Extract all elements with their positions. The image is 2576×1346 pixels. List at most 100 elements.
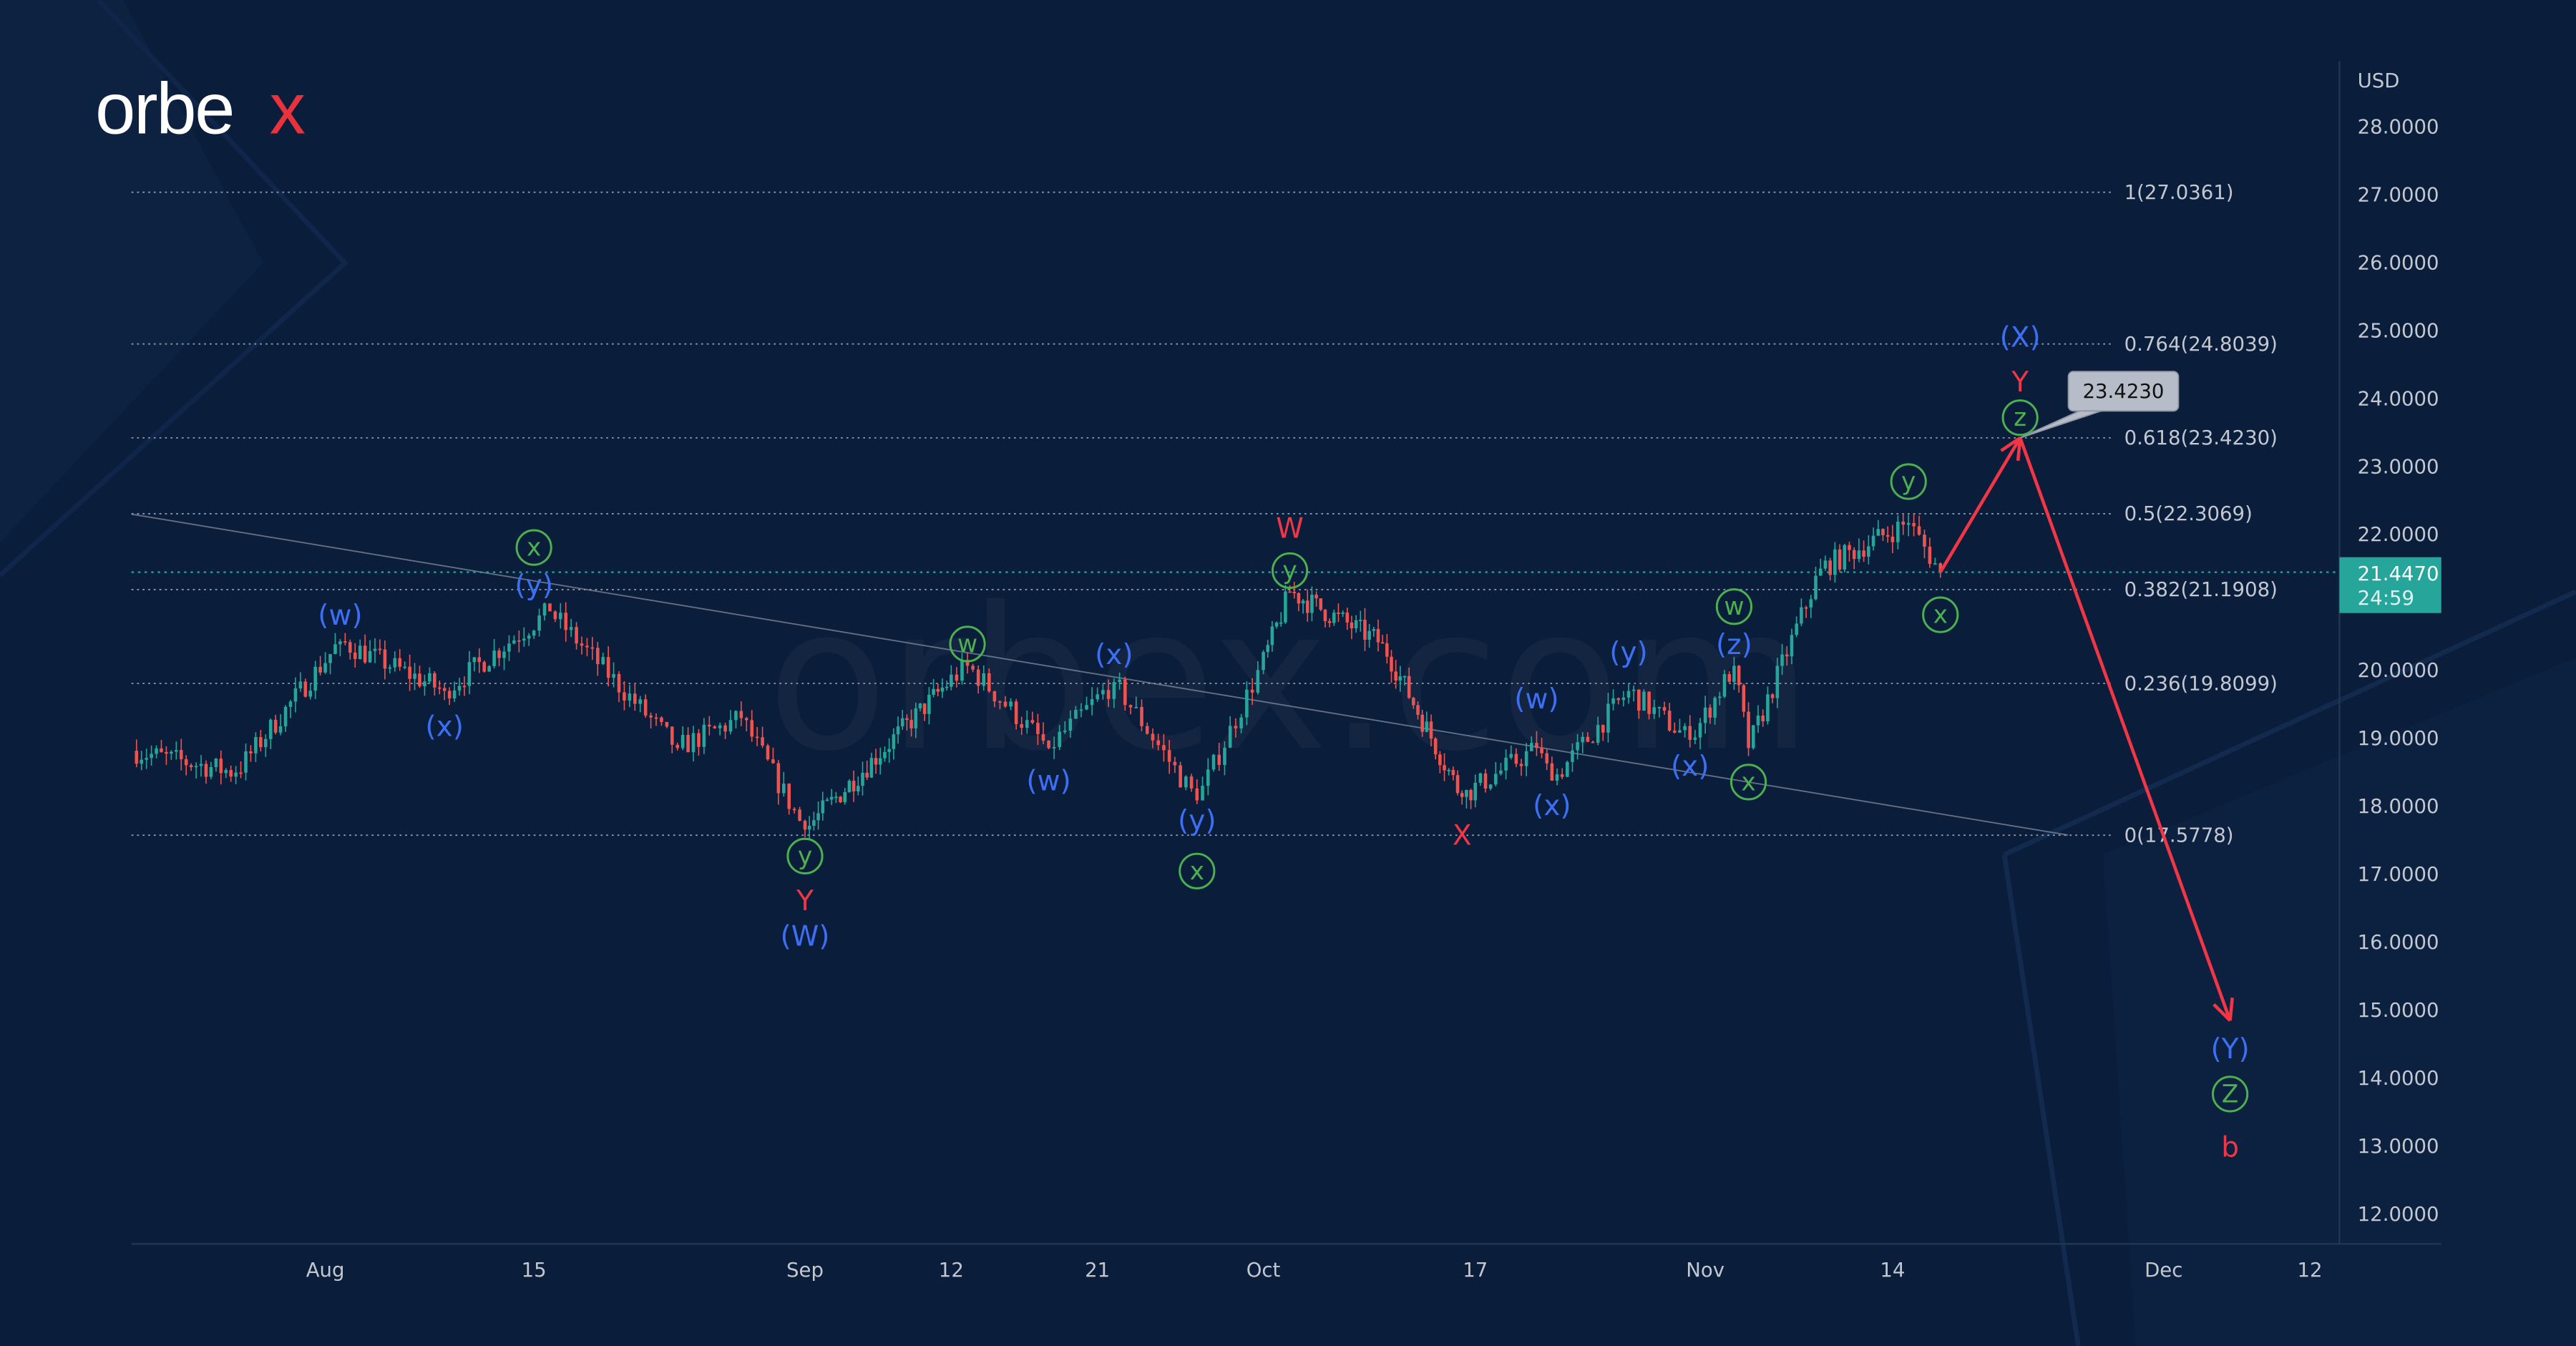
candle-body	[1488, 784, 1493, 789]
candle-body	[559, 613, 562, 620]
candle-body	[145, 758, 148, 760]
candle-body	[472, 657, 477, 663]
candle-body	[1455, 775, 1460, 794]
candle-body	[1020, 723, 1024, 728]
candle-body	[1621, 697, 1626, 701]
price-tick-label: 18.0000	[2358, 795, 2439, 818]
wave-label: W	[1276, 512, 1304, 545]
candle-body	[1848, 545, 1851, 550]
wave-label: x	[527, 534, 541, 562]
candle-body	[1524, 751, 1528, 766]
price-tick-label: 28.0000	[2358, 115, 2439, 138]
candle-body	[839, 796, 842, 803]
wave-label: x	[1190, 857, 1204, 886]
candle-body	[1560, 774, 1564, 777]
candle-body	[1420, 714, 1424, 732]
time-tick-label: 12	[939, 1259, 964, 1282]
candle-body	[965, 660, 970, 666]
candle-body	[771, 759, 775, 764]
candle-body	[1223, 747, 1226, 766]
time-tick-label: Nov	[1686, 1259, 1724, 1282]
candle-body	[1416, 705, 1420, 715]
candle-body	[368, 650, 372, 663]
currency-label: USD	[2358, 69, 2400, 92]
candle-body	[905, 718, 909, 721]
candle-body	[909, 720, 913, 728]
wave-label-circle	[1890, 463, 1927, 500]
candle-body	[1713, 698, 1717, 718]
candle-body	[1179, 765, 1182, 788]
candle-body	[1036, 723, 1040, 734]
candle-body	[670, 726, 674, 745]
price-tick-label: 16.0000	[2358, 931, 2439, 954]
candle-body	[1085, 705, 1088, 710]
candle-body	[165, 751, 168, 754]
wave-label: b	[2221, 1132, 2239, 1164]
candle-body	[686, 734, 690, 753]
candle-body	[960, 660, 964, 681]
wave-label-circle	[1271, 552, 1309, 590]
candle-body	[1596, 725, 1600, 743]
candle-body	[713, 726, 717, 728]
candle-body	[665, 721, 669, 727]
candle-body	[482, 662, 487, 672]
candle-body	[462, 686, 467, 688]
candle-body	[1616, 698, 1621, 701]
candle-body	[1770, 694, 1775, 698]
arrowhead	[2228, 998, 2234, 1021]
candle-body	[1896, 521, 1900, 542]
candle-body	[852, 781, 856, 791]
price-axis[interactable]: 28.0000 27.0000 26.0000 25.0000 24.0000 23.00…	[2358, 115, 2439, 1226]
candle-body	[1341, 613, 1345, 614]
wave-label-circle	[1922, 596, 1959, 633]
price-tick-label: 12.0000	[2358, 1203, 2439, 1226]
candle-body	[338, 641, 342, 645]
time-axis[interactable]: Aug 15 Sep 12 21 Oct 17 Nov 14 Dec 12	[306, 1259, 2323, 1282]
candle-body	[1483, 773, 1488, 789]
candle-body	[1090, 699, 1094, 706]
candle-body	[244, 751, 248, 773]
candle-body	[1775, 665, 1780, 698]
target-callout[interactable]: 23.4230	[2019, 371, 2180, 439]
forecast-arrow[interactable]	[1938, 437, 2022, 573]
wave-label: (x)	[1533, 790, 1571, 822]
candle-body	[708, 724, 711, 727]
candle-body	[1438, 754, 1442, 766]
candle-body	[204, 764, 208, 777]
candle-body	[776, 763, 781, 794]
price-tick-label: 19.0000	[2358, 727, 2439, 750]
candle-body	[1228, 726, 1232, 748]
candle-body	[1211, 754, 1216, 770]
time-tick-label: Dec	[2145, 1259, 2182, 1282]
candle-body	[1708, 707, 1712, 718]
candle-body	[1025, 720, 1029, 728]
forecast-arrows[interactable]	[1938, 436, 2234, 1022]
candle-body	[548, 603, 552, 612]
candle-body	[239, 772, 243, 774]
candle-body	[1742, 685, 1746, 712]
candle-body	[268, 719, 273, 739]
forecast-arrow[interactable]	[2019, 437, 2232, 1022]
candle-body	[755, 736, 759, 738]
candle-body	[1657, 707, 1662, 708]
svg-text:orbe: orbe	[95, 69, 233, 149]
candle-body	[502, 651, 506, 658]
candle-body	[1693, 737, 1697, 740]
candle-body	[865, 772, 869, 778]
candle-body	[1727, 674, 1732, 682]
candle-body	[1156, 740, 1160, 746]
candle-body	[1862, 550, 1865, 557]
candle-body	[1096, 694, 1099, 700]
candle-body	[1469, 790, 1473, 801]
fibonacci-retracement[interactable]: 1(27.0361) 0.764(24.8039) 0.618(23.4230) 0.…	[131, 181, 2278, 847]
candle-body	[718, 725, 722, 728]
wave-label-circle	[515, 529, 552, 566]
candle-body	[874, 758, 878, 765]
trendline[interactable]	[131, 513, 2069, 836]
candle-body	[697, 733, 701, 747]
candle-body	[825, 799, 829, 801]
candle-body	[1274, 623, 1279, 627]
fib-level-label: 0.618(23.4230)	[2124, 426, 2278, 449]
candle-body	[1611, 698, 1615, 704]
